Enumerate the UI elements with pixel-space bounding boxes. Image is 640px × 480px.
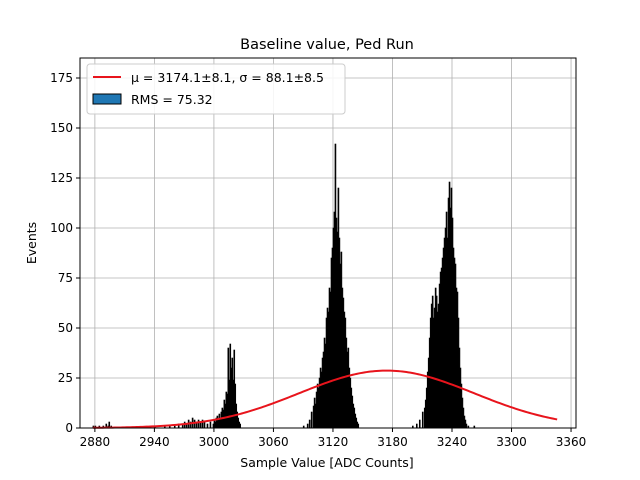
x-tick-label: 3180 [377, 435, 408, 449]
y-tick-label: 75 [58, 271, 73, 285]
x-tick-label: 3060 [258, 435, 289, 449]
histogram-bar [193, 419, 196, 429]
y-axis-label: Events [24, 222, 39, 264]
x-tick-label: 3120 [318, 435, 349, 449]
plot-frame [79, 57, 577, 429]
legend-rms-label: RMS = 75.32 [131, 92, 213, 107]
x-axis-label: Sample Value [ADC Counts] [240, 455, 413, 470]
histogram-bar [357, 423, 360, 429]
histogram-bar [203, 421, 206, 429]
y-tick-label: 25 [58, 371, 73, 385]
histogram-bar [206, 423, 209, 429]
y-tick-label: 150 [50, 121, 73, 135]
y-tick-label: 0 [65, 421, 73, 435]
x-tick-label: 3360 [556, 435, 587, 449]
chart-title: Baseline value, Ped Run [240, 37, 414, 53]
x-tick-label: 3240 [437, 435, 468, 449]
legend-box [86, 63, 346, 115]
histogram-bar [415, 423, 418, 429]
histogram-bar [306, 423, 309, 429]
legend-rms-swatch [92, 93, 122, 105]
gaussian-fit-line [92, 369, 558, 429]
y-tick-label: 175 [50, 71, 73, 85]
histogram-bar [197, 419, 200, 429]
x-tick-label: 2940 [139, 435, 170, 449]
y-tick-label: 50 [58, 321, 73, 335]
x-axis-ticks: 2880 2940 3000 3060 3120 3180 3240 3300 3360 [80, 428, 587, 449]
histogram-bar [308, 419, 311, 429]
x-tick-label: 3000 [199, 435, 230, 449]
histogram-bar [465, 423, 468, 429]
histogram-bar [209, 421, 212, 429]
y-tick-label: 100 [50, 221, 73, 235]
histogram-bar [421, 411, 424, 429]
legend: μ = 3174.1±8.1, σ = 88.1±8.5 RMS = 75.32 [86, 63, 346, 115]
y-axis-ticks: 0 25 50 75 100 125 150 175 [50, 71, 80, 435]
x-tick-label: 3300 [496, 435, 527, 449]
x-tick-label: 2880 [80, 435, 111, 449]
histogram-bar [310, 411, 313, 429]
y-tick-label: 125 [50, 171, 73, 185]
legend-fit-label: μ = 3174.1±8.1, σ = 88.1±8.5 [131, 70, 324, 85]
histogram-bar [418, 419, 421, 429]
histogram-bar [239, 423, 242, 429]
